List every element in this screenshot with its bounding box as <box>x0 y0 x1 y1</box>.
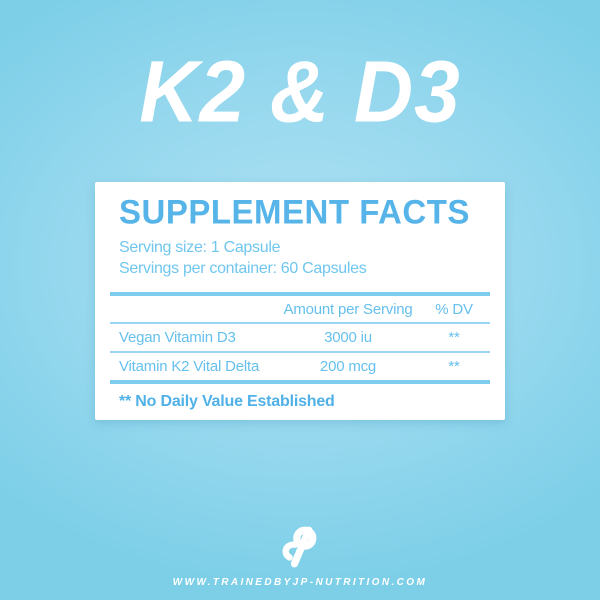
serving-size-text: Serving size: 1 Capsule <box>119 239 281 256</box>
table-header-row: Amount per Serving % DV <box>95 296 505 322</box>
ingredient-amount: 200 mcg <box>319 358 377 375</box>
table-row: Vitamin K2 Vital Delta 200 mcg ** <box>95 353 505 380</box>
supplement-facts-panel: SUPPLEMENT FACTS Serving size: 1 Capsule… <box>95 182 505 420</box>
ingredient-name: Vegan Vitamin D3 <box>119 329 236 346</box>
table-bottom-rule <box>110 380 490 384</box>
ingredient-dv: ** <box>448 358 460 375</box>
ingredient-dv: ** <box>448 329 460 346</box>
servings-per-container-text: Servings per container: 60 Capsules <box>119 260 367 277</box>
table-divider <box>110 322 490 324</box>
header-amount-per-serving: Amount per Serving <box>283 300 413 318</box>
website-url: WWW.TRAINEDBYJP-NUTRITION.COM <box>172 577 428 588</box>
table-divider <box>110 351 490 353</box>
table-row: Vegan Vitamin D3 3000 iu ** <box>95 324 505 351</box>
table-top-rule <box>110 292 490 296</box>
daily-value-footnote: ** No Daily Value Established <box>119 393 335 410</box>
product-title: K2 & D3 <box>139 44 461 141</box>
ingredient-name: Vitamin K2 Vital Delta <box>119 358 260 375</box>
jp-logo-icon <box>282 526 317 568</box>
header-percent-dv: % DV <box>435 300 473 318</box>
ingredient-amount: 3000 iu <box>324 329 372 346</box>
facts-heading: SUPPLEMENT FACTS <box>119 192 470 231</box>
